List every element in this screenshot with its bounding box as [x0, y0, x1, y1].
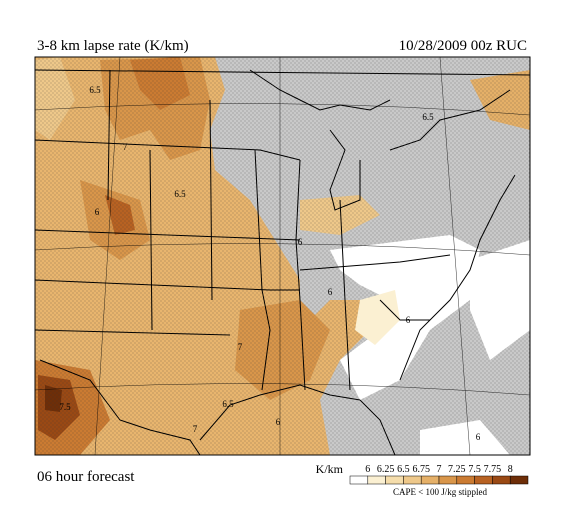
colorbar-swatch [349, 475, 369, 485]
contour-label: 6.5 [89, 85, 101, 95]
colorbar-swatch [403, 475, 422, 485]
contour-label: 6.5 [422, 112, 434, 122]
contour-label: 6.5 [174, 189, 186, 199]
forecast-label: 06 hour forecast [37, 469, 135, 485]
contour-label: 6 [95, 207, 100, 217]
colorbar-swatch [492, 475, 511, 485]
colorbar-swatch [385, 475, 404, 485]
map: 6.5 7 6 6.5 6.5 6 6 6 7 7.5 6.5 7 6 6 [35, 57, 530, 455]
contour-label: 7.5 [59, 402, 71, 412]
contour-label: 6 [328, 287, 333, 297]
contour-label: 6 [298, 237, 303, 247]
colorbar-label: 8 [508, 464, 513, 475]
contour-label: 6 [276, 417, 281, 427]
colorbar-label: 6.5 [397, 464, 410, 475]
contour-label: 7 [123, 142, 128, 152]
colorbar-label: 6 [365, 464, 370, 475]
contour-label: 7 [193, 424, 198, 434]
map-frame [34, 56, 531, 456]
contour-label: 7 [238, 342, 243, 352]
colorbar-label: 6.25 [377, 464, 395, 475]
colorbar-swatch [456, 475, 475, 485]
colorbar-swatch [367, 475, 386, 485]
contour-label: 6.5 [222, 399, 234, 409]
timestamp: 10/28/2009 00z RUC [399, 38, 527, 54]
contour-label: 6 [476, 432, 481, 442]
colorbar-swatch [438, 475, 458, 485]
colorbar-swatch [509, 475, 529, 485]
colorbar-swatch [474, 475, 493, 485]
colorbar-label: 6.75 [412, 464, 430, 475]
colorbar-label: 7.75 [484, 464, 502, 475]
colorbar-label: 7.25 [448, 464, 466, 475]
colorbar-swatch [420, 475, 440, 485]
contour-label: 6 [406, 315, 411, 325]
title: 3-8 km lapse rate (K/km) [37, 38, 189, 54]
colorbar-label: 7 [437, 464, 442, 475]
note: CAPE < 100 J/kg stippled [393, 487, 488, 497]
units-label: K/km [316, 462, 344, 476]
colorbar: 6 6.25 6.5 6.75 7 7.25 7.5 7.75 8 [349, 464, 529, 485]
colorbar-label: 7.5 [468, 464, 481, 475]
